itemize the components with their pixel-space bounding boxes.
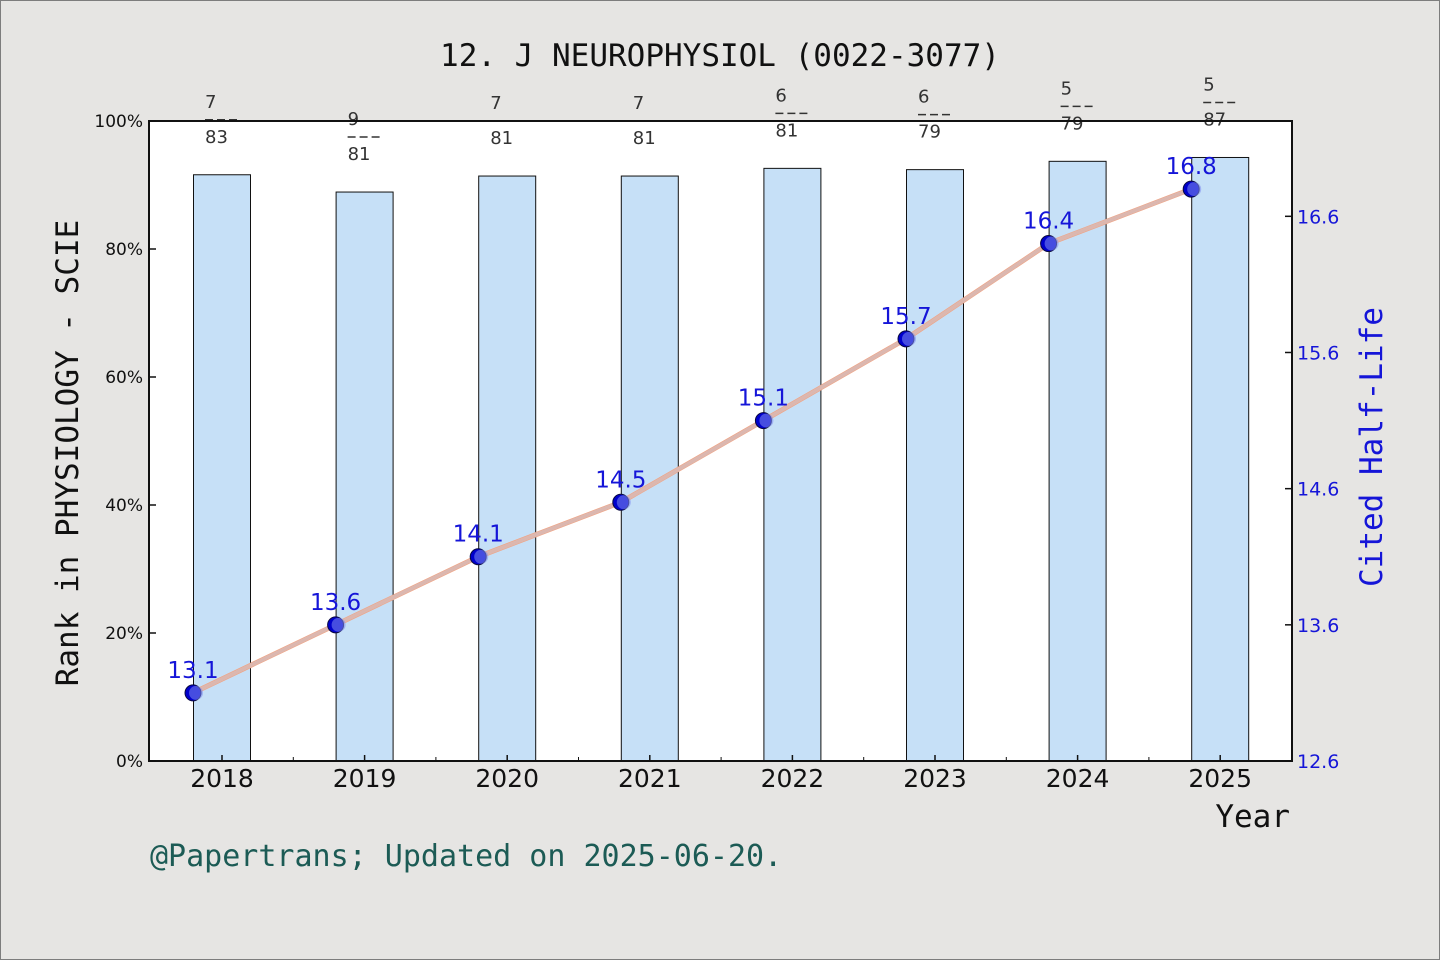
rank-denominator: 79 (918, 122, 941, 143)
footer-credit: @Papertrans; Updated on 2025-06-20. (150, 839, 782, 874)
right-tick-label: 13.6 (1297, 615, 1339, 637)
x-tick-label-2019: 2019 (333, 764, 397, 793)
rank-label-2024: 5 79 (1060, 78, 1095, 134)
half-life-point-highlight (1187, 182, 1202, 197)
half-life-point-highlight (616, 495, 631, 510)
left-tick-label: 0% (116, 752, 143, 772)
rank-label-2019: 9 81 (347, 109, 382, 165)
left-axis: 0% 20% 40% 60% 80% 100% (94, 112, 156, 772)
rank-label-2025: 5 87 (1203, 74, 1238, 130)
left-tick-label: 60% (105, 368, 143, 388)
half-life-point-highlight (331, 617, 346, 632)
rank-label-2018: 7 83 (205, 92, 239, 148)
chart-title: 12. J NEUROPHYSIOL (0022-3077) (440, 38, 1000, 74)
line-layer (184, 180, 1202, 702)
half-life-label-2025: 16.8 (1166, 154, 1217, 180)
half-life-label-2023: 15.7 (880, 304, 931, 330)
half-life-label-2022: 15.1 (738, 386, 789, 412)
y2-axis-label: Cited Half-Life (1354, 307, 1390, 587)
rank-denominator: 87 (1203, 109, 1226, 130)
left-tick-label: 20% (105, 624, 143, 644)
rank-denominator: 81 (490, 128, 513, 149)
bar-2020 (478, 175, 537, 762)
rank-denominator: 79 (1061, 113, 1084, 134)
bar-2022 (763, 167, 822, 762)
rank-numerator: 5 (1203, 74, 1214, 95)
half-life-point-highlight (759, 413, 774, 428)
rank-denominator: 83 (205, 127, 228, 148)
bar-2021 (620, 175, 679, 762)
left-tick-label: 100% (94, 112, 143, 132)
rank-denominator: 81 (633, 128, 656, 149)
bar-2024 (1048, 160, 1107, 762)
rank-numerator: 7 (490, 93, 501, 114)
left-tick-label: 80% (105, 240, 143, 260)
right-tick-label: 12.6 (1297, 751, 1339, 773)
right-tick-label: 16.6 (1297, 206, 1339, 228)
x-tick-label-2024: 2024 (1046, 764, 1110, 793)
x-tick-label-2018: 2018 (190, 764, 254, 793)
rank-label-2023: 6 79 (918, 87, 952, 143)
rank-numerator: 6 (775, 85, 786, 106)
half-life-point-highlight (902, 331, 916, 346)
x-tick-label-2021: 2021 (618, 764, 682, 793)
half-life-label-2019: 13.6 (310, 590, 361, 616)
half-life-label-2018: 13.1 (167, 658, 218, 684)
rank-numerator: 9 (348, 109, 359, 130)
bar-2025 (1191, 156, 1250, 762)
rank-numerator: 7 (633, 93, 644, 114)
half-life-point-highlight (189, 685, 203, 700)
left-tick-label: 40% (105, 496, 143, 516)
x-axis: 2018 2019 2020 2021 2022 2023 2024 2025 (190, 755, 1292, 793)
half-life-line-overlay (192, 187, 1192, 695)
rank-label-2022: 6 81 (775, 85, 810, 141)
half-life-point-highlight (474, 549, 489, 564)
x-axis-label: Year (1215, 799, 1290, 835)
x-tick-label-2025: 2025 (1188, 764, 1252, 793)
bar-2023 (906, 169, 964, 762)
half-life-label-2021: 14.5 (595, 467, 646, 493)
x-tick-label-2022: 2022 (761, 764, 825, 793)
bar-2018 (193, 174, 251, 762)
bars-layer (193, 156, 1250, 762)
rank-numerator: 6 (918, 87, 929, 108)
rank-denominator: 81 (775, 120, 798, 141)
bar-2019 (335, 191, 394, 762)
right-axis: 12.6 13.6 14.6 15.6 16.6 (1285, 206, 1339, 773)
half-life-label-2024: 16.4 (1023, 209, 1074, 235)
half-life-label-2020: 14.1 (453, 522, 504, 548)
y-axis-label: Rank in PHYSIOLOGY - SCIE (50, 220, 86, 687)
rank-denominator: 81 (348, 144, 371, 165)
x-tick-label-2023: 2023 (903, 764, 967, 793)
x-tick-label-2020: 2020 (475, 764, 539, 793)
plot-frame (148, 120, 1293, 762)
rank-numerator: 5 (1061, 78, 1072, 99)
rank-numerator: 7 (205, 92, 216, 113)
labels-layer: 7 83 9 81 7 81 7 81 6 81 6 79 5 79 5 87 13.1 13.6 14.1 14.5… (167, 74, 1238, 684)
half-life-point-highlight (1044, 236, 1059, 251)
right-tick-label: 15.6 (1297, 342, 1339, 364)
right-tick-label: 14.6 (1297, 479, 1339, 501)
